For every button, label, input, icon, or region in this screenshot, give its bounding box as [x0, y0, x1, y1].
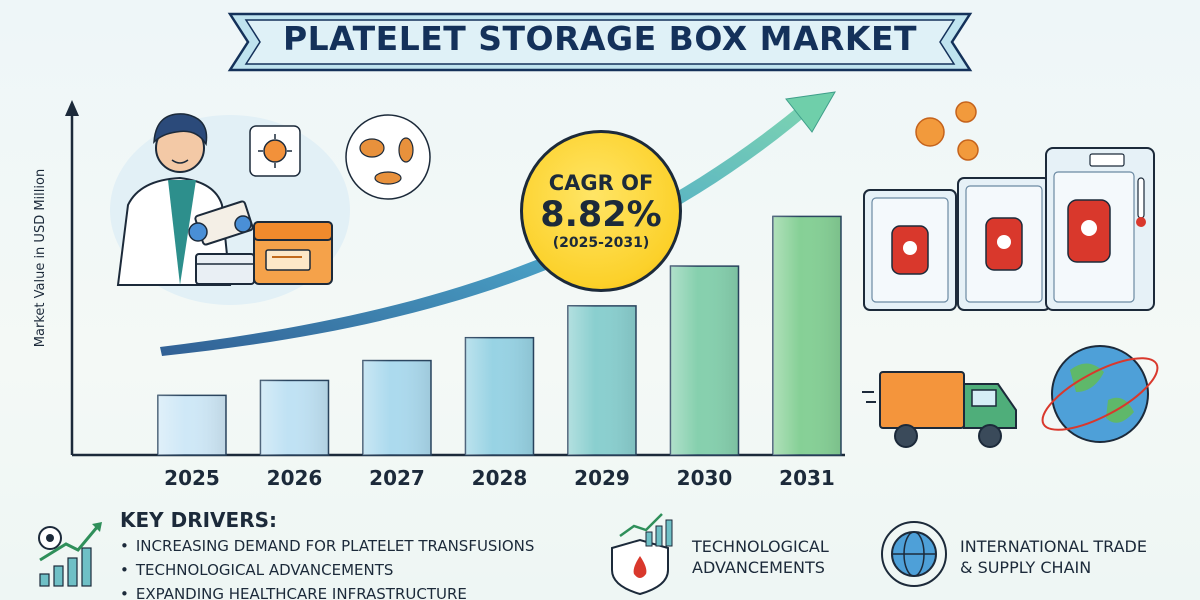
- x-tick-label: 2027: [369, 466, 425, 490]
- x-tick-label: 2028: [472, 466, 528, 490]
- y-axis-label: Market Value in USD Million: [33, 168, 48, 348]
- x-tick-label: 2030: [677, 466, 733, 490]
- key-drivers-title: KEY DRIVERS:: [120, 508, 277, 532]
- gear-chart-icon: [38, 522, 102, 587]
- globe-cycle-icon: [881, 521, 947, 587]
- bar-shade: [465, 337, 534, 455]
- page-title: PLATELET STORAGE BOX MARKET: [282, 18, 918, 58]
- key-drivers: KEY DRIVERS: INCREASING DEMAND FOR PLATE…: [120, 508, 600, 600]
- globe-icon: [1041, 345, 1159, 443]
- cagr-value: 8.82%: [540, 195, 662, 235]
- bar-shade: [260, 380, 329, 455]
- driver-item: TECHNOLOGICAL ADVANCEMENTS: [120, 558, 600, 582]
- blood-bag-storage-icon: [863, 147, 1155, 311]
- driver-item: INCREASING DEMAND FOR PLATELET TRANSFUSI…: [120, 534, 600, 558]
- cell-icon: [249, 125, 301, 177]
- virus-icon: [915, 101, 979, 161]
- storage-box-icon: [253, 221, 333, 285]
- title-banner: [227, 12, 973, 72]
- bar-shade: [773, 216, 841, 455]
- bar-shade: [670, 266, 739, 455]
- feature-label-line: & SUPPLY CHAIN: [960, 558, 1092, 577]
- growth-arrow-head: [785, 91, 836, 133]
- bacteria-icon: [345, 114, 431, 200]
- feature-international-trade: INTERNATIONAL TRADE & SUPPLY CHAIN: [960, 536, 1147, 578]
- tech-shield-chart-icon: [611, 513, 673, 596]
- x-tick-label: 2029: [574, 466, 630, 490]
- delivery-truck-icon: [862, 371, 1017, 448]
- feature-label-line: TECHNOLOGICAL: [692, 537, 829, 556]
- bar-shade: [363, 360, 431, 455]
- feature-label-line: ADVANCEMENTS: [692, 558, 825, 577]
- cagr-badge: CAGR OF 8.82% (2025-2031): [520, 130, 682, 292]
- feature-technological-advancements: TECHNOLOGICAL ADVANCEMENTS: [692, 536, 829, 578]
- y-axis-arrow: [65, 100, 79, 116]
- bar-shade: [158, 395, 226, 455]
- bar-shade: [568, 305, 636, 455]
- x-tick-label: 2031: [779, 466, 835, 490]
- x-tick-label: 2026: [267, 466, 323, 490]
- cagr-period: (2025-2031): [552, 235, 650, 251]
- feature-label-line: INTERNATIONAL TRADE: [960, 537, 1147, 556]
- cagr-title: CAGR OF: [548, 171, 654, 195]
- driver-item: EXPANDING HEALTHCARE INFRASTRUCTURE: [120, 582, 600, 600]
- x-tick-label: 2025: [164, 466, 220, 490]
